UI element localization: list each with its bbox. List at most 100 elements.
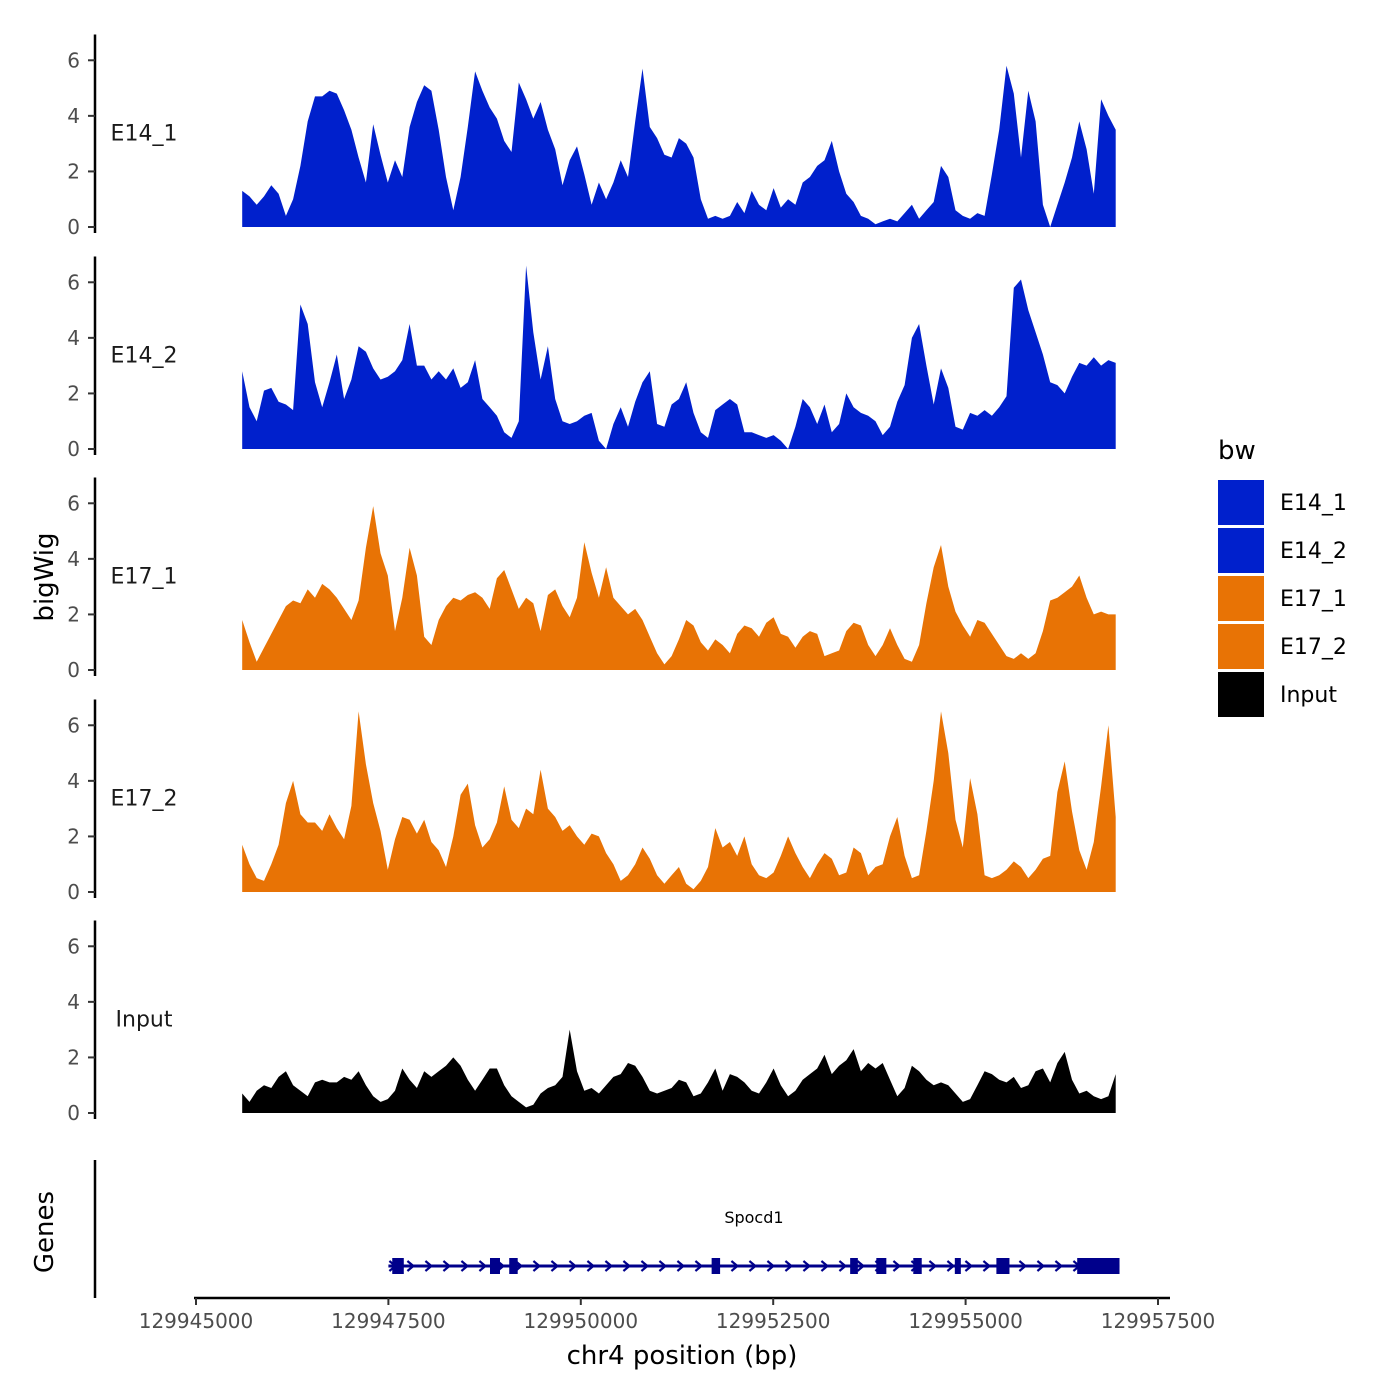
panel-input: 0 2 4 6 Input	[67, 920, 1116, 1125]
x-tick-label: 129957500	[1101, 1309, 1216, 1333]
y-tick-label: 6	[67, 48, 80, 72]
legend-label: E17_1	[1280, 587, 1347, 612]
gene-exon	[711, 1258, 721, 1274]
panel-e17-2: 0 2 4 6 E17_2	[67, 699, 1116, 904]
legend-swatch	[1218, 576, 1264, 621]
gene-exon	[392, 1258, 404, 1274]
panel-e14-2: 0 2 4 6 E14_2	[67, 256, 1116, 461]
strand-arrow	[460, 1260, 470, 1272]
gene-track: Spocd1	[93, 1160, 1120, 1298]
y-tick-label: 4	[67, 104, 80, 128]
strand-arrow	[1036, 1260, 1046, 1272]
strand-arrow	[784, 1260, 794, 1272]
strand-arrow	[604, 1260, 614, 1272]
legend-title: bw	[1218, 436, 1256, 466]
signal-panels: 0 2 4 6 E14_1 0 2 4 6 E14_2 0 2 4 6 E17_1 0 2 4 6 E17_2 0 2 4 6…	[67, 34, 1116, 1125]
strand-arrow	[550, 1260, 560, 1272]
y-tick-label: 0	[67, 1101, 80, 1125]
legend-swatch	[1218, 528, 1264, 573]
legend-label: E14_2	[1280, 539, 1347, 564]
panel-label: E14_1	[111, 122, 178, 147]
y-tick-label: 2	[67, 1045, 80, 1069]
strand-arrow	[766, 1260, 776, 1272]
panel-label: E17_2	[111, 787, 178, 812]
area-series-input	[242, 1029, 1116, 1113]
strand-arrow	[442, 1260, 452, 1272]
panel-label: E17_1	[111, 565, 178, 590]
strand-arrow	[838, 1260, 848, 1272]
strand-arrow	[982, 1260, 992, 1272]
strand-arrow	[730, 1260, 740, 1272]
x-tick-label: 129955000	[908, 1309, 1023, 1333]
gene-spocd1: Spocd1	[388, 1208, 1120, 1274]
y-tick-label: 6	[67, 491, 80, 515]
strand-arrow	[676, 1260, 686, 1272]
y-tick-label: 0	[67, 215, 80, 239]
strand-arrow	[1054, 1260, 1064, 1272]
strand-arrow	[964, 1260, 974, 1272]
x-tick-label: 129945000	[139, 1309, 254, 1333]
gene-label: Spocd1	[724, 1208, 783, 1227]
panel-e17-1: 0 2 4 6 E17_1	[67, 477, 1116, 682]
y-tick-label: 2	[67, 602, 80, 626]
area-series-e14-2	[242, 265, 1116, 449]
gene-exon	[996, 1258, 1010, 1274]
strand-arrow	[1018, 1260, 1028, 1272]
strand-arrow	[856, 1260, 866, 1272]
x-axis: 129945000 129947500 129950000 129952500 1299…	[139, 1296, 1216, 1333]
y-tick-label: 0	[67, 658, 80, 682]
y-tick-label: 2	[67, 381, 80, 405]
panel-label: Input	[116, 1008, 173, 1033]
legend-label: Input	[1280, 683, 1337, 708]
gene-exon	[954, 1258, 961, 1274]
legend-swatch	[1218, 480, 1264, 525]
strand-arrow	[694, 1260, 704, 1272]
area-series-e17-1	[242, 506, 1116, 670]
legend-swatch	[1218, 672, 1264, 717]
gene-track-title: Genes	[30, 1191, 60, 1273]
y-tick-label: 0	[67, 437, 80, 461]
strand-arrow	[478, 1260, 488, 1272]
y-tick-label: 0	[67, 880, 80, 904]
strand-arrow	[622, 1260, 632, 1272]
y-tick-label: 4	[67, 547, 80, 571]
x-tick-label: 129950000	[524, 1309, 639, 1333]
strand-arrow	[424, 1260, 434, 1272]
gene-exon	[1077, 1258, 1120, 1274]
x-tick-label: 129952500	[716, 1309, 831, 1333]
gene-exon	[913, 1258, 922, 1274]
strand-arrow	[658, 1260, 668, 1272]
x-tick-label: 129947500	[331, 1309, 446, 1333]
gene-exon	[509, 1258, 518, 1274]
y-tick-label: 6	[67, 270, 80, 294]
y-tick-label: 2	[67, 824, 80, 848]
strand-arrow	[892, 1260, 902, 1272]
strand-arrow	[802, 1260, 812, 1272]
area-series-e14-1	[242, 65, 1116, 227]
strand-arrow	[946, 1260, 956, 1272]
legend-label: E17_2	[1280, 635, 1347, 660]
strand-arrow	[820, 1260, 830, 1272]
strand-arrow	[748, 1260, 758, 1272]
y-tick-label: 2	[67, 159, 80, 183]
legend-label: E14_1	[1280, 491, 1347, 516]
panel-label: E14_2	[111, 344, 178, 369]
strand-arrow	[532, 1260, 542, 1272]
y-tick-label: 6	[67, 934, 80, 958]
gene-exon	[876, 1258, 887, 1274]
strand-arrow	[586, 1260, 596, 1272]
x-axis-title: chr4 position (bp)	[567, 1341, 798, 1371]
area-series-e17-2	[242, 711, 1116, 892]
panel-e14-1: 0 2 4 6 E14_1	[67, 34, 1116, 239]
strand-arrow	[406, 1260, 416, 1272]
gene-exon	[489, 1258, 500, 1274]
y-tick-label: 6	[67, 713, 80, 737]
y-tick-label: 4	[67, 769, 80, 793]
strand-arrow	[640, 1260, 650, 1272]
legend-swatch	[1218, 624, 1264, 669]
strand-arrow	[568, 1260, 578, 1272]
y-axis-title: bigWig	[30, 532, 60, 621]
y-tick-label: 4	[67, 326, 80, 350]
strand-arrow	[928, 1260, 938, 1272]
